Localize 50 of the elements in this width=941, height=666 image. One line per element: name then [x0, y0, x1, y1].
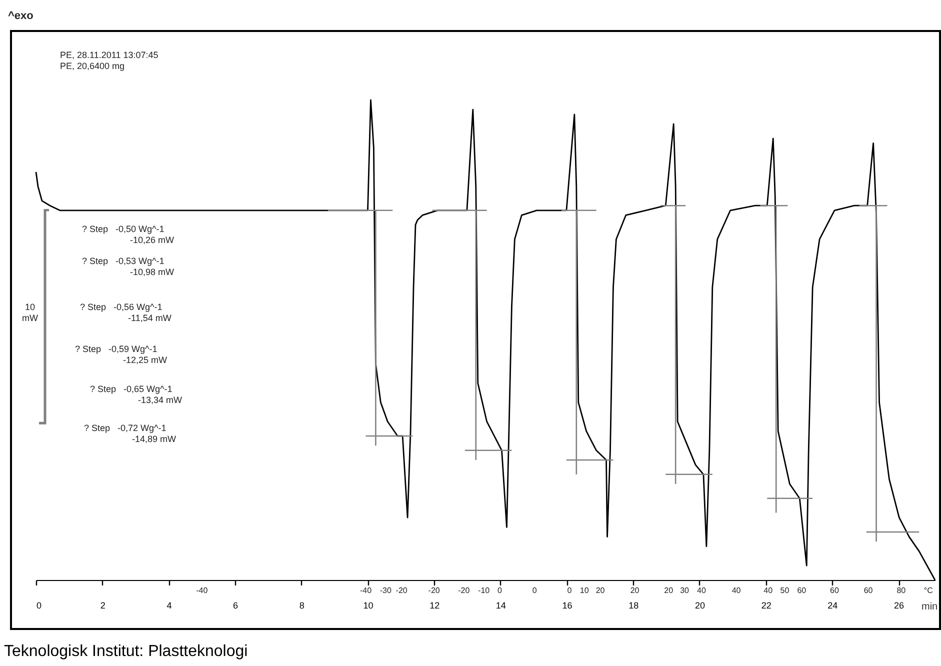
text: 40 [764, 586, 773, 595]
x-tick-label: 26 [894, 600, 904, 610]
annotation: ? Step -0,59 Wg^-1 -12,25 mW [75, 344, 168, 366]
text: 40 [732, 586, 741, 595]
text: 20 [664, 586, 674, 595]
x-tick-label: 24 [828, 600, 838, 610]
x-tick-label: 2 [100, 600, 106, 610]
annotation: 10 mW [22, 302, 38, 324]
x-tick-label: 16 [562, 600, 572, 610]
text: 10 [580, 586, 589, 595]
x-tick-label: 20 [694, 600, 705, 610]
annotation: ? Step -0,50 Wg^-1 -10,26 mW [82, 224, 174, 246]
text: ^exo [8, 10, 34, 23]
text: -10 [478, 586, 490, 595]
text: °C [924, 586, 933, 595]
text: 60 [797, 586, 806, 595]
text: 20 [596, 586, 605, 595]
x-tick-label: 8 [299, 600, 304, 610]
x-tick-label: 12 [430, 600, 440, 610]
x-tick-label: 6 [233, 600, 238, 610]
annotation: ? Step -0,53 Wg^-1 -10,98 mW [82, 256, 174, 278]
x-tick-label: 22 [761, 600, 772, 610]
text: 20 [630, 586, 640, 595]
text: 30 [680, 586, 689, 595]
x-tick-label: 18 [628, 600, 639, 610]
text: PE, 20,6400 mg [60, 61, 125, 72]
text: -20 [458, 586, 470, 595]
annotation: ? Step -0,56 Wg^-1 -11,54 mW [80, 302, 172, 324]
text: 50 [780, 586, 790, 595]
x-tick-label: 10 [363, 600, 374, 610]
text: -20 [396, 586, 408, 595]
text: -20 [428, 586, 440, 595]
text: 0 [567, 586, 572, 595]
annotation: ? Step -0,65 Wg^-1 -13,34 mW [90, 384, 182, 406]
text: PE, 28.11.2011 13:07:45 [60, 50, 158, 61]
text: Teknologisk Institut: Plastteknologi [4, 643, 248, 661]
annotation: ? Step -0,72 Wg^-1 -14,89 mW [84, 422, 176, 445]
text: -30 [380, 586, 392, 595]
x-tick-label: 0 [36, 600, 42, 610]
x-axis-title: min [922, 602, 938, 612]
text: 40 [697, 586, 706, 595]
text: 60 [830, 586, 839, 595]
text: 80 [896, 586, 906, 595]
text: -40 [360, 586, 372, 595]
x-tick-label: 14 [496, 600, 506, 610]
text: 60 [864, 586, 873, 595]
x-tick-label: 4 [166, 600, 172, 610]
text: 0 [498, 586, 502, 595]
text: 0 [532, 586, 537, 595]
text: -40 [196, 586, 208, 595]
